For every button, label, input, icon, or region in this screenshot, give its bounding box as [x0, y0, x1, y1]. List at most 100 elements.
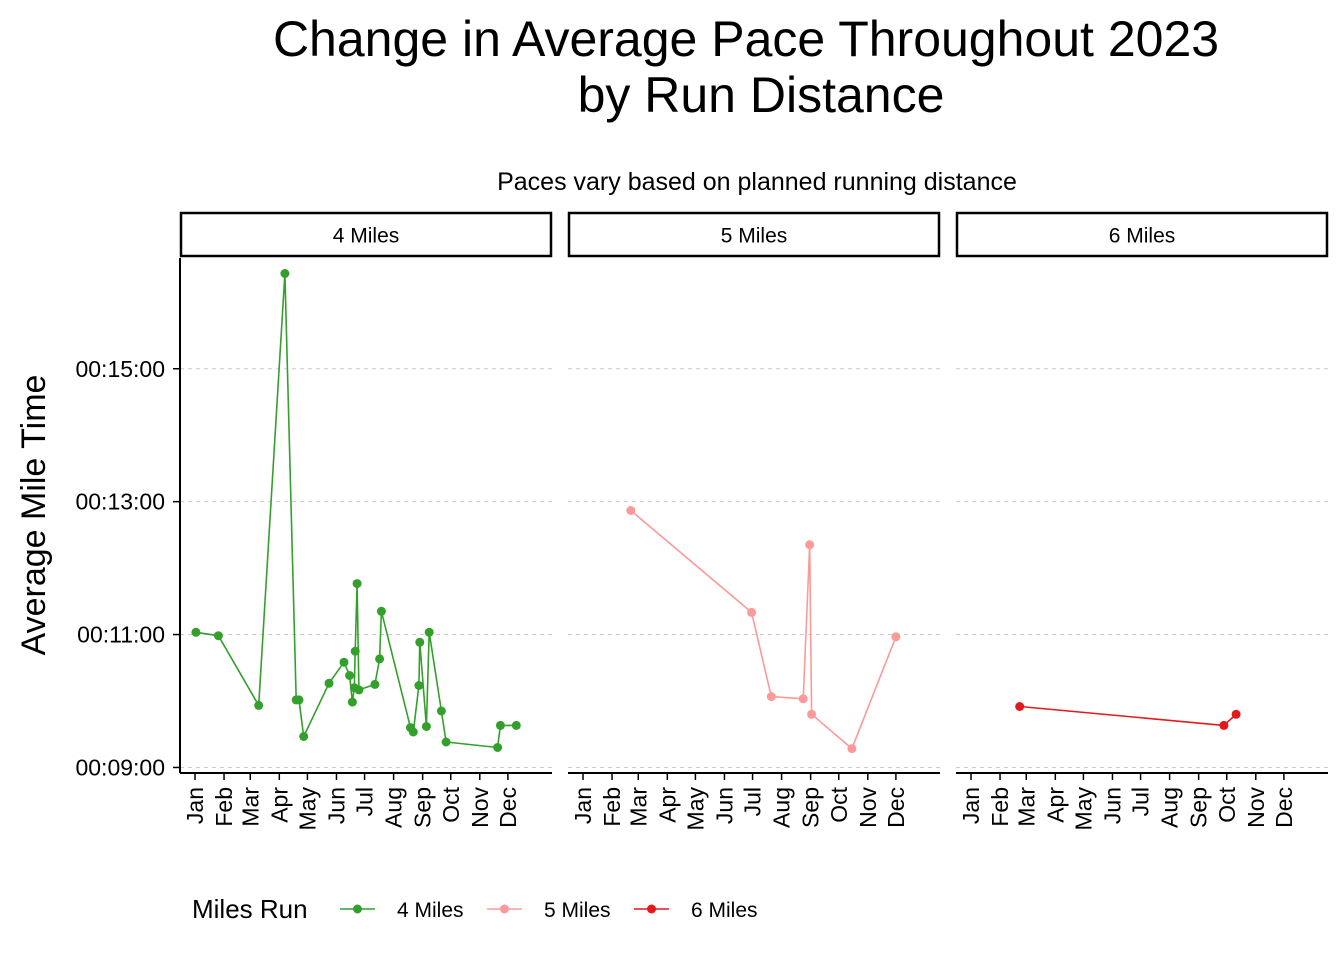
- data-point: [1015, 702, 1025, 711]
- data-point: [805, 540, 815, 550]
- x-tick-label: Jul: [352, 787, 378, 816]
- data-point: [354, 685, 364, 695]
- data-point: [280, 269, 290, 278]
- facet-strip-2: [955, 211, 1329, 258]
- chart-title-line-2: by Run Distance: [578, 67, 945, 123]
- x-tick-label: Mar: [1013, 787, 1039, 827]
- x-tick-label: Jan: [958, 787, 984, 824]
- data-point: [424, 627, 434, 637]
- x-tick-label: Oct: [826, 786, 852, 822]
- data-point: [339, 657, 349, 667]
- x-tick-label: Dec: [495, 787, 521, 828]
- x-tick-label: May: [1070, 787, 1096, 831]
- data-point: [350, 646, 360, 656]
- x-tick-label: Nov: [1243, 787, 1269, 828]
- data-point: [441, 737, 451, 747]
- data-point: [1219, 720, 1229, 730]
- data-point: [324, 678, 334, 688]
- data-point: [1231, 709, 1241, 719]
- x-tick-label: Jan: [182, 787, 208, 824]
- x-tick-label: Jan: [570, 787, 596, 824]
- y-axis-label: Average Mile Time: [15, 375, 53, 656]
- data-point: [254, 700, 264, 710]
- y-tick-label: 00:15:00: [75, 356, 165, 382]
- x-tick-label: Mar: [625, 787, 651, 827]
- series-line: [1019, 705, 1237, 727]
- x-tick-label: Sep: [410, 787, 436, 828]
- legend-key-point: [353, 904, 362, 914]
- data-point: [511, 720, 521, 730]
- facet-panel-1: 5 Miles Jan Feb Mar Apr May Jun Jul Aug Sep Oct Nov…: [567, 211, 941, 831]
- facet-strip-label: 5 Miles: [721, 225, 788, 248]
- data-point: [370, 679, 380, 689]
- data-point: [376, 606, 386, 616]
- x-tick-label: Mar: [237, 787, 263, 827]
- data-point: [415, 637, 425, 647]
- data-point: [495, 720, 505, 730]
- data-point: [798, 694, 808, 704]
- data-point: [807, 709, 817, 719]
- legend-entry: 6 Miles: [634, 899, 758, 922]
- data-point: [408, 727, 418, 737]
- chart-title-line-1: Change in Average Pace Throughout 2023: [273, 11, 1219, 67]
- x-tick-label: Jun: [323, 787, 349, 824]
- data-point: [847, 744, 857, 754]
- data-point: [626, 506, 636, 515]
- y-axis: 00:09:00 00:11:00 00:13:00 00:15:00: [75, 258, 181, 780]
- facet-strip-1: [567, 211, 941, 258]
- facet-panel-2: 6 Miles Jan Feb Mar Apr May Jun Jul Aug Sep Oct Nov…: [955, 211, 1329, 831]
- x-tick-label: Dec: [1271, 787, 1297, 828]
- chart-subtitle: Paces vary based on planned running dist…: [497, 168, 1017, 196]
- legend-title: Miles Run: [192, 894, 308, 924]
- x-tick-label: Aug: [769, 787, 795, 828]
- data-point: [747, 607, 757, 617]
- x-tick-label: Dec: [883, 787, 909, 828]
- data-point: [375, 654, 385, 664]
- x-tick-label: Apr: [266, 787, 292, 823]
- legend-label: 4 Miles: [397, 899, 464, 922]
- data-point: [493, 743, 503, 752]
- facet-strip-label: 4 Miles: [333, 225, 400, 248]
- x-tick-label: Jun: [1099, 787, 1125, 824]
- x-tick-label: Oct: [438, 786, 464, 822]
- facet-strip-label: 6 Miles: [1109, 225, 1176, 248]
- x-tick-label: Apr: [654, 787, 680, 823]
- y-tick-label: 00:13:00: [75, 489, 165, 515]
- legend-entry: 5 Miles: [487, 899, 611, 922]
- x-tick-label: Oct: [1214, 786, 1240, 822]
- x-tick-label: Apr: [1042, 787, 1068, 823]
- data-point: [891, 632, 901, 642]
- data-point: [347, 697, 357, 707]
- series-line: [195, 272, 517, 749]
- x-tick-label: Jun: [711, 787, 737, 824]
- x-tick-label: Jul: [740, 787, 766, 816]
- data-point: [191, 627, 201, 637]
- x-tick-label: Feb: [211, 787, 237, 827]
- legend-label: 6 Miles: [691, 899, 758, 922]
- facet-panel-0: 4 Miles Jan Feb Mar Apr May Jun Jul Aug Sep Oct Nov…: [179, 211, 553, 831]
- data-point: [352, 579, 362, 589]
- series-line: [630, 509, 897, 750]
- x-tick-label: Feb: [987, 787, 1013, 827]
- x-tick-label: May: [682, 787, 708, 831]
- data-point: [345, 671, 355, 680]
- x-tick-label: Nov: [467, 787, 493, 828]
- x-tick-label: May: [294, 787, 320, 831]
- legend: Miles Run 4 Miles 5 Miles 6 Miles: [192, 894, 758, 924]
- x-tick-label: Aug: [381, 787, 407, 828]
- legend-key-point: [647, 904, 656, 914]
- x-tick-label: Aug: [1157, 787, 1183, 828]
- legend-key-point: [500, 904, 509, 914]
- data-point: [294, 695, 304, 705]
- x-tick-label: Jul: [1128, 787, 1154, 816]
- data-point: [421, 722, 431, 731]
- data-point: [213, 631, 223, 641]
- x-tick-label: Feb: [599, 787, 625, 827]
- data-point: [436, 706, 446, 716]
- data-point: [766, 692, 776, 702]
- facet-strip-0: [179, 211, 553, 258]
- x-tick-label: Nov: [855, 787, 881, 828]
